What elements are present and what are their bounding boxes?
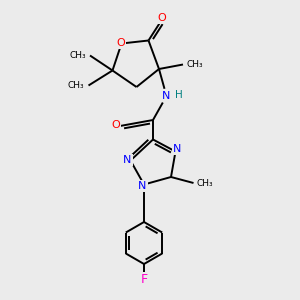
Text: N: N	[162, 91, 171, 101]
Text: CH₃: CH₃	[68, 81, 84, 90]
Text: CH₃: CH₃	[69, 51, 86, 60]
Text: F: F	[140, 273, 148, 286]
Text: H: H	[176, 90, 183, 100]
Text: N: N	[138, 181, 147, 191]
Text: CH₃: CH₃	[186, 60, 203, 69]
Text: O: O	[158, 13, 166, 23]
Text: CH₃: CH₃	[196, 178, 213, 188]
Text: N: N	[123, 155, 132, 165]
Text: O: O	[111, 120, 120, 130]
Text: N: N	[173, 144, 181, 154]
Text: O: O	[116, 38, 125, 49]
